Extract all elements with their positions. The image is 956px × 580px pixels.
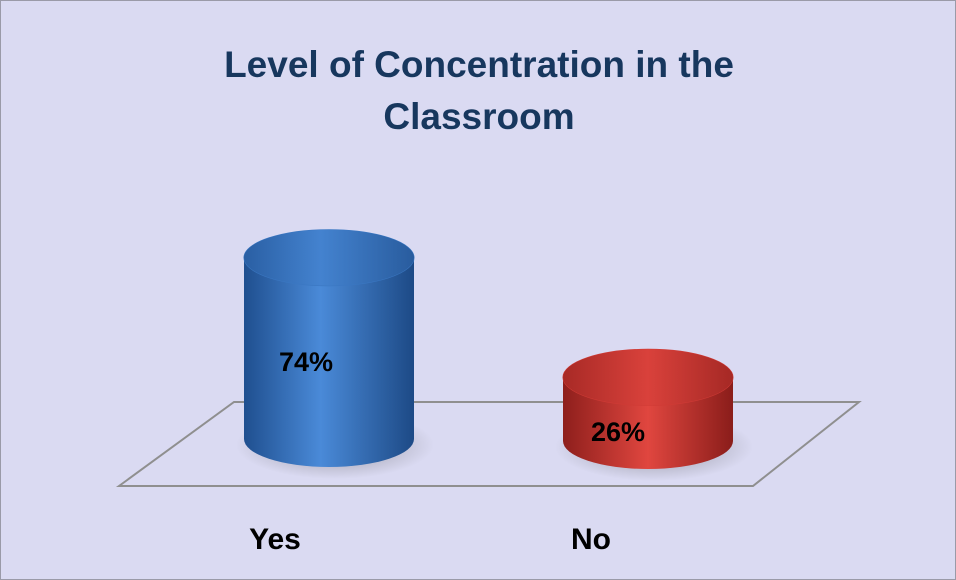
bar-top-shade — [244, 229, 414, 286]
x-tick-label: No — [571, 523, 611, 556]
bar-body — [244, 257, 414, 467]
x-tick-label: Yes — [249, 523, 301, 556]
data-label: 74% — [279, 347, 333, 377]
bar — [562, 348, 734, 469]
floor — [115, 401, 862, 487]
bar-top-shade — [563, 349, 733, 406]
chart-title: Level of Concentration in the Classroom — [224, 44, 734, 137]
bar — [243, 229, 415, 467]
data-label: 26% — [591, 417, 645, 447]
